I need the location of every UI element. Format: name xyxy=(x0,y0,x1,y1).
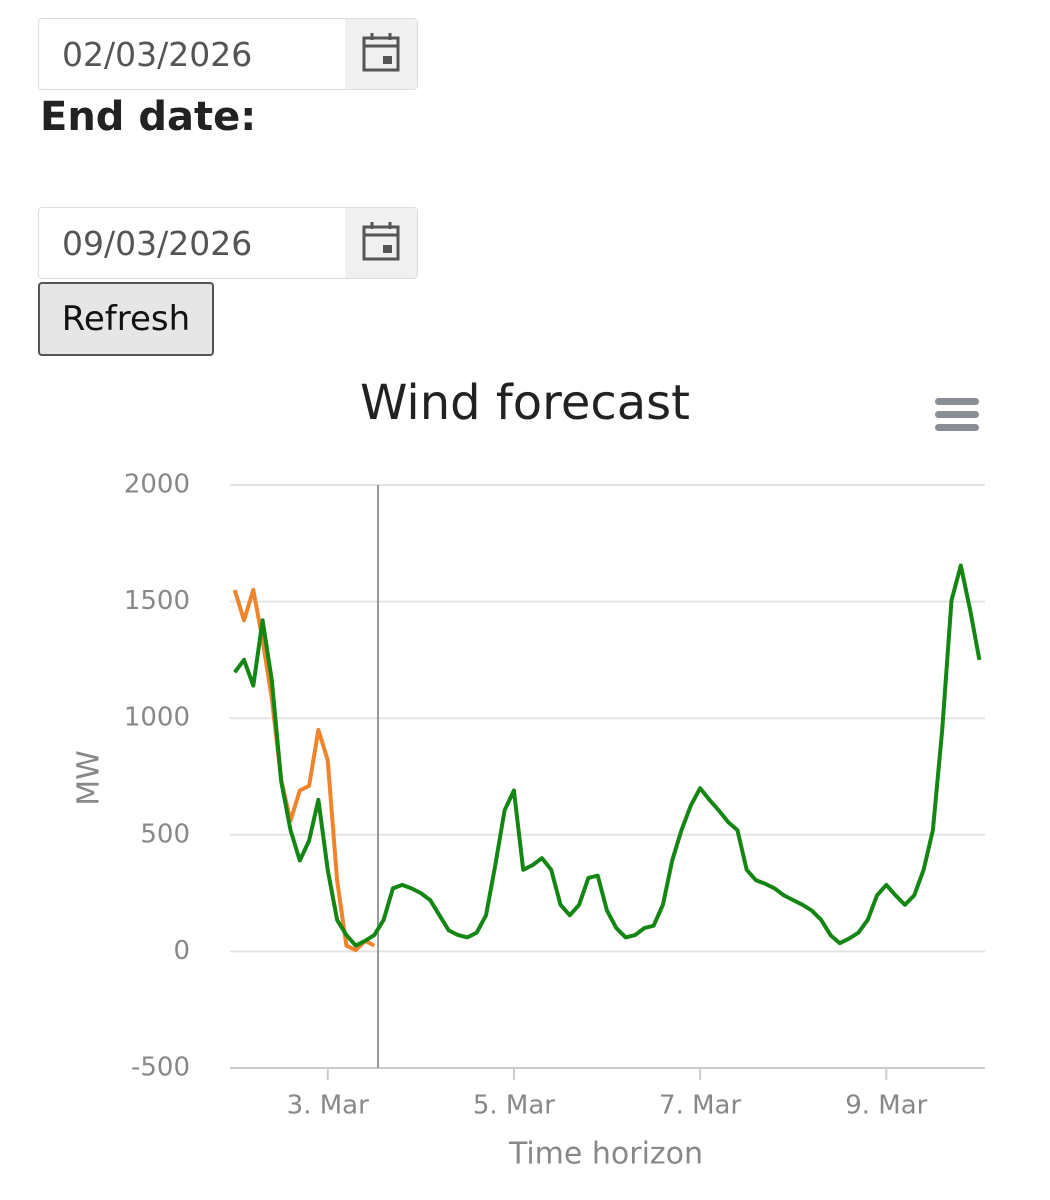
y-tick-label: -500 xyxy=(131,1053,190,1083)
end-date-input[interactable]: 09/03/2026 xyxy=(38,207,418,279)
y-axis-title: MW xyxy=(72,750,107,806)
start-date-input[interactable]: 02/03/2026 xyxy=(38,18,418,90)
x-tick-label: 7. Mar xyxy=(659,1091,741,1121)
calendar-button[interactable] xyxy=(345,19,417,89)
y-tick-label: 0 xyxy=(173,936,190,966)
x-tick-label: 9. Mar xyxy=(845,1091,927,1121)
calendar-icon xyxy=(362,33,400,72)
start-date: 02/03/2026 xyxy=(62,35,253,74)
calendar-button[interactable] xyxy=(345,208,417,278)
chart-title: Wind forecast xyxy=(360,375,690,431)
calendar-icon xyxy=(362,222,400,261)
refresh-button[interactable]: Refresh xyxy=(38,282,214,356)
x-axis-title: Time horizon xyxy=(508,1137,703,1172)
end-date-label: End date: xyxy=(40,94,257,140)
y-tick-label: 1000 xyxy=(124,703,190,733)
y-tick-label: 500 xyxy=(140,819,190,849)
y-tick-label: 2000 xyxy=(124,470,190,500)
chart: Wind forecast Time horizon MW -500 0 500 10… xyxy=(72,375,985,1172)
x-tick-label: 3. Mar xyxy=(287,1091,369,1121)
x-tick-label: 5. Mar xyxy=(473,1091,555,1121)
series-line xyxy=(232,587,376,953)
y-tick-label: 1500 xyxy=(124,586,190,616)
menu-icon[interactable] xyxy=(935,398,979,431)
series-line xyxy=(233,563,982,948)
end-date: 09/03/2026 xyxy=(62,224,253,263)
